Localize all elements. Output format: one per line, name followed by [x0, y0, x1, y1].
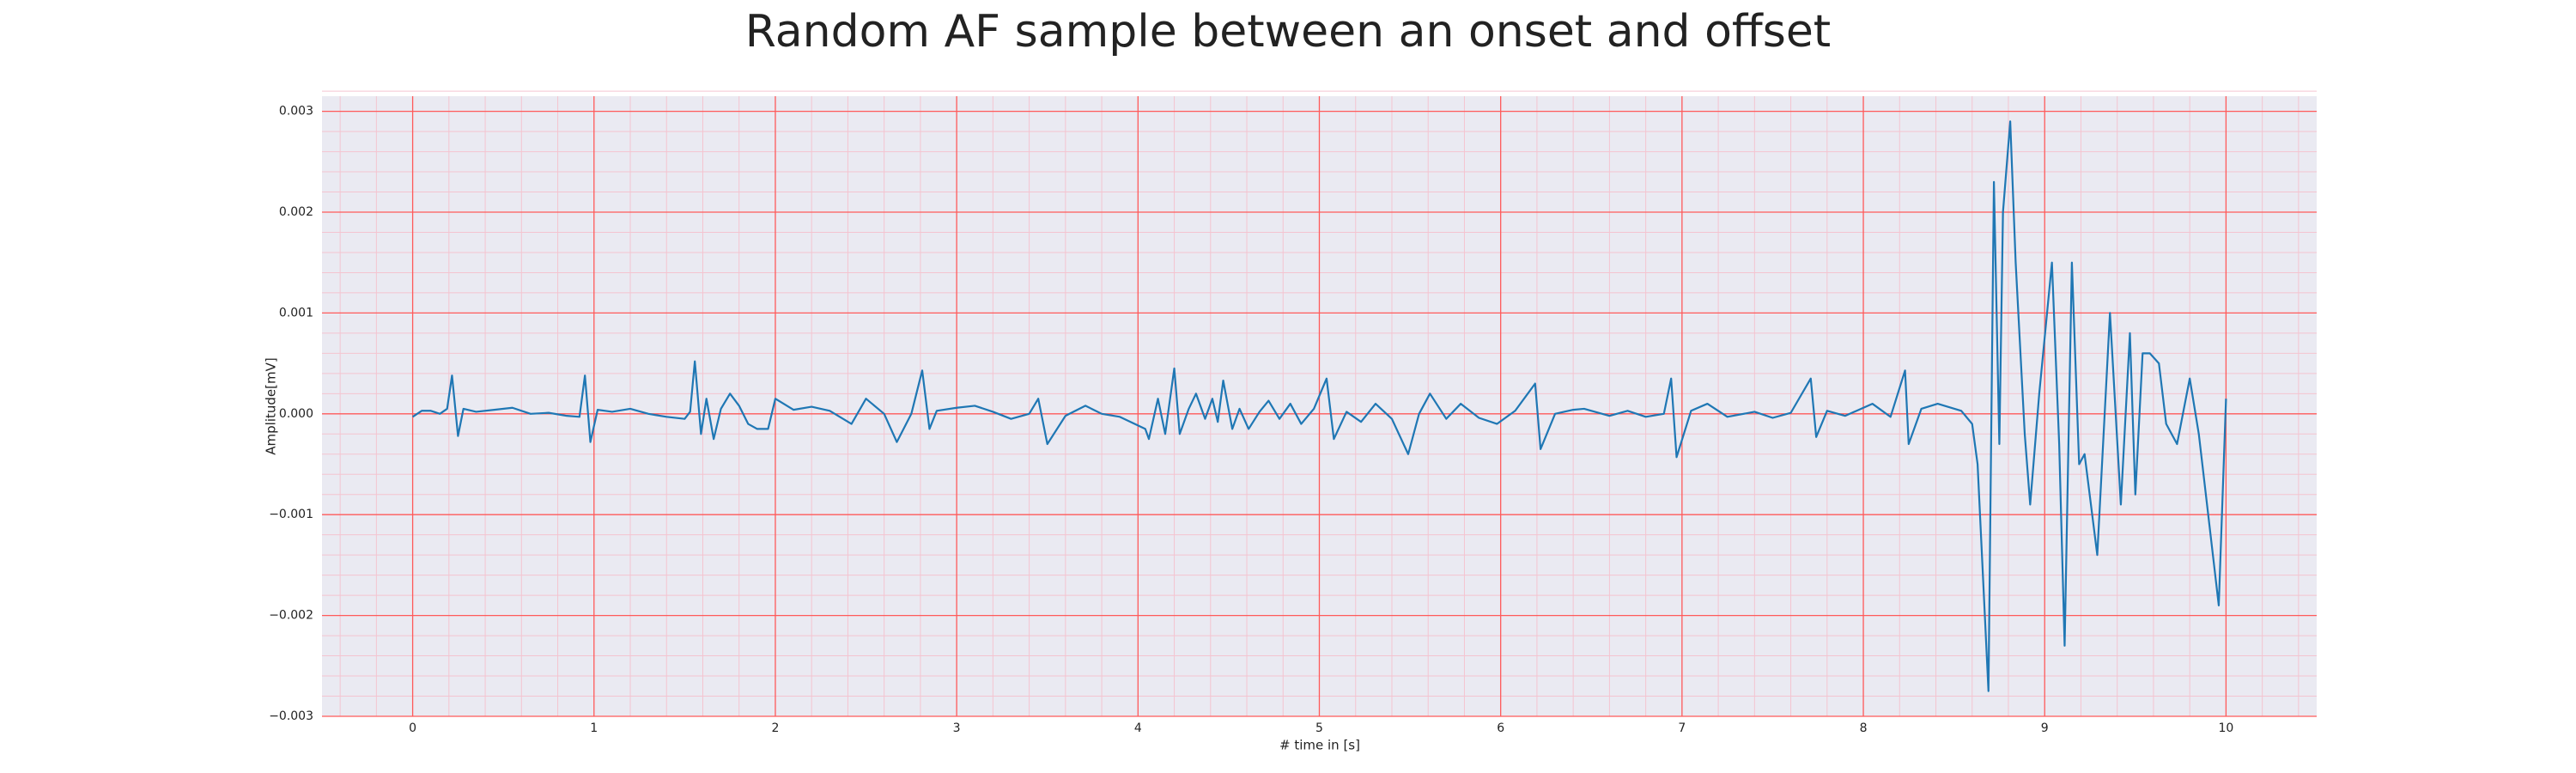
- x-tick-label: 6: [1497, 721, 1504, 735]
- y-tick-label: −0.002: [269, 609, 313, 623]
- signal-line: [411, 120, 2227, 692]
- x-tick-label: 1: [590, 721, 598, 735]
- x-tick-label: 4: [1134, 721, 1142, 735]
- y-tick-label: 0.000: [279, 407, 313, 421]
- x-tick-label: 7: [1678, 721, 1686, 735]
- x-tick-label: 10: [2218, 721, 2233, 735]
- x-tick-label: 8: [1860, 721, 1868, 735]
- x-tick-label: 0: [409, 721, 416, 735]
- x-tick-label: 3: [953, 721, 961, 735]
- y-tick-label: −0.003: [269, 709, 313, 723]
- y-tick-label: 0.002: [279, 205, 313, 219]
- y-axis-label: Amplitude[mV]: [264, 357, 279, 454]
- x-axis-label: # time in [s]: [1279, 738, 1360, 753]
- y-tick-label: 0.003: [279, 105, 313, 119]
- y-tick-label: 0.001: [279, 306, 313, 320]
- x-tick-label: 9: [2041, 721, 2049, 735]
- chart-title: Random AF sample between an onset and of…: [745, 6, 1831, 58]
- x-tick-label: 2: [771, 721, 779, 735]
- y-tick-label: −0.001: [269, 508, 313, 521]
- x-tick-label: 5: [1315, 721, 1323, 735]
